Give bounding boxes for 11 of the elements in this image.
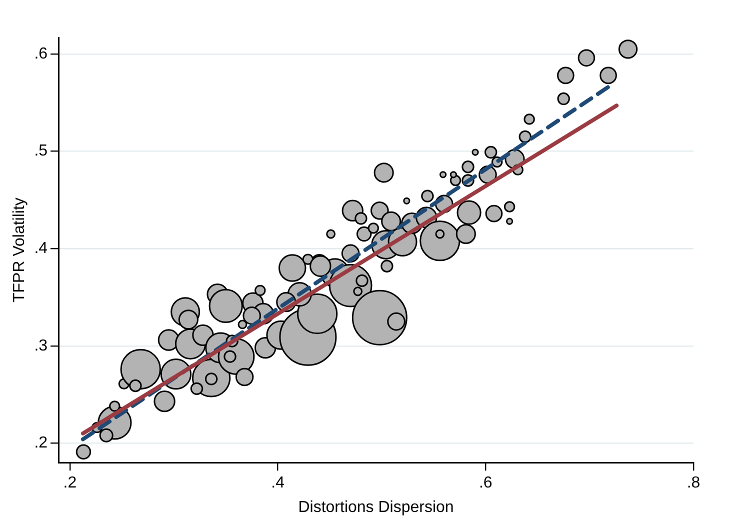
y-tick-label: .5: [34, 142, 48, 160]
y-tick-label: .4: [34, 240, 48, 257]
y-tick-label: .3: [34, 337, 48, 354]
x-tick-label: .8: [686, 474, 700, 492]
x-tick-label: .2: [63, 474, 77, 492]
x-tick-label: .6: [478, 474, 492, 492]
y-axis-title: TFPR Volatility: [11, 198, 28, 303]
x-axis-title: Distortions Dispersion: [298, 498, 454, 516]
x-tick-label: .4: [271, 474, 285, 492]
y-tick-label: .6: [34, 45, 48, 62]
y-tick-label: .2: [34, 434, 48, 452]
